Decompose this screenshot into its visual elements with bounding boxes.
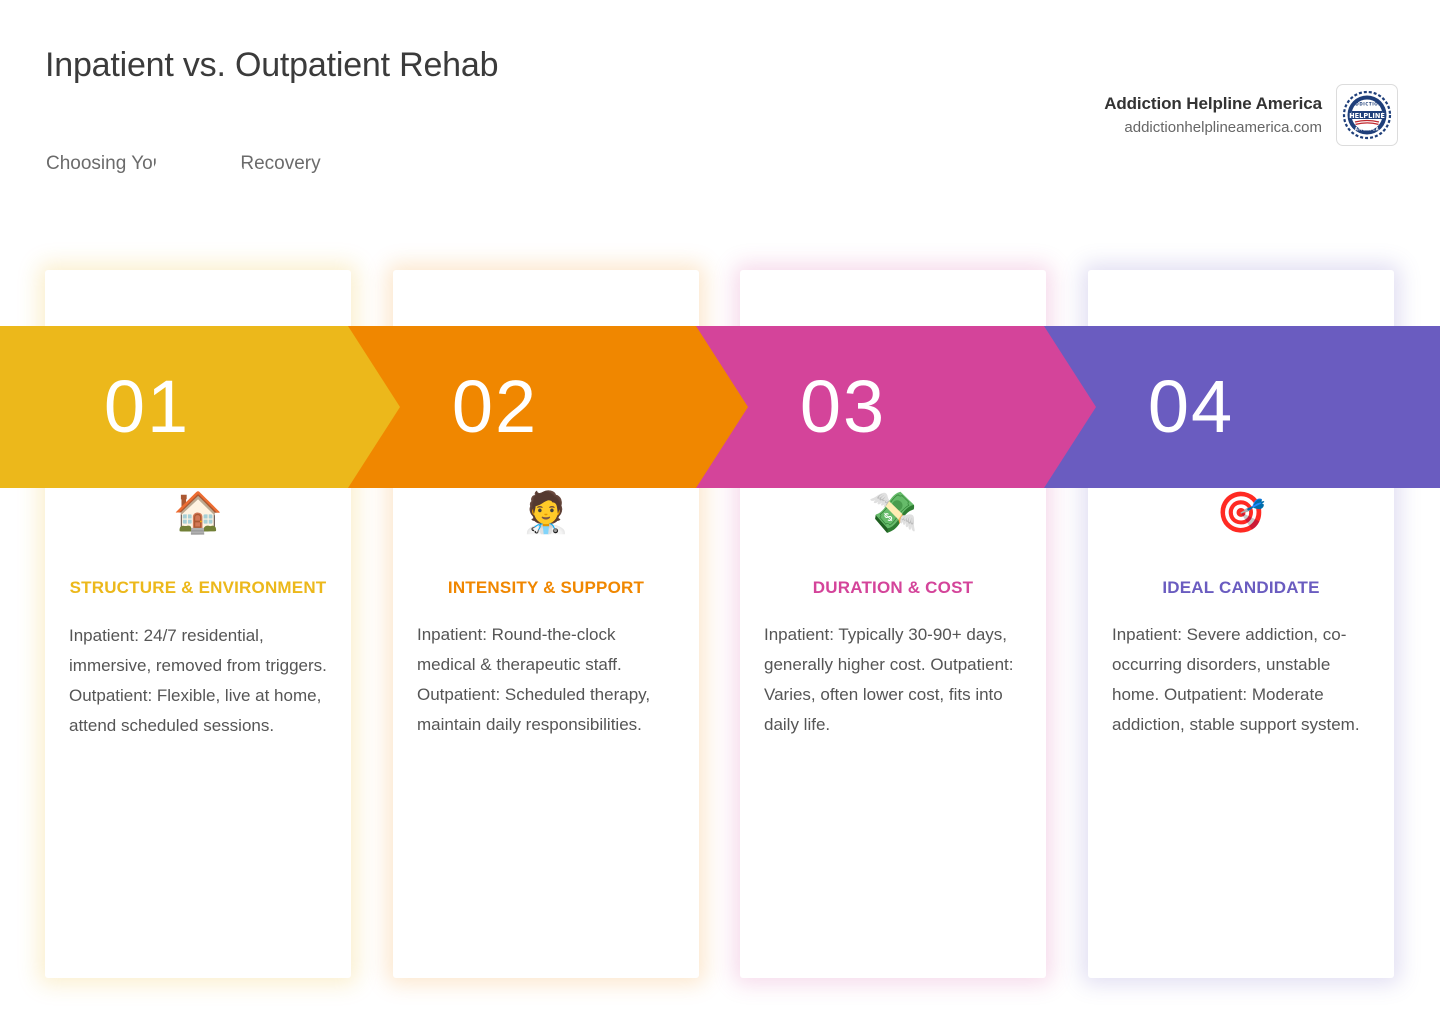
card-description: Inpatient: Typically 30-90+ days, genera… xyxy=(764,625,1014,734)
card-description: Inpatient: Round-the-clock medical & the… xyxy=(417,625,651,734)
card-notch xyxy=(1193,138,1289,234)
svg-text:AMERICA: AMERICA xyxy=(1355,127,1380,132)
svg-text:ADDICTION: ADDICTION xyxy=(1352,102,1383,107)
target-dart-icon: 🎯 xyxy=(1216,490,1266,536)
chevron-band-3: 03 xyxy=(696,326,1096,488)
brand-name: Addiction Helpline America xyxy=(1104,94,1322,113)
step-number: 03 xyxy=(799,365,887,448)
card-notch xyxy=(845,138,941,234)
card-description: Inpatient: 24/7 residential, immersive, … xyxy=(69,626,327,735)
card-notch xyxy=(498,138,594,234)
money-with-wings-icon: 💸 xyxy=(868,490,918,536)
health-worker-icon: 🧑‍⚕️ xyxy=(521,490,571,536)
card-description: Inpatient: Severe addiction, co-occurrin… xyxy=(1112,625,1360,734)
card-content-1: 🏠 STRUCTURE & ENVIRONMENT Inpatient: 24/… xyxy=(45,488,351,741)
svg-text:HELPLINE: HELPLINE xyxy=(1349,112,1385,120)
brand-block: Addiction Helpline America addictionhelp… xyxy=(1104,84,1398,146)
card-content-2: 🧑‍⚕️ INTENSITY & SUPPORT Inpatient: Roun… xyxy=(393,488,699,740)
helpline-seal-icon: HELPLINE ADDICTION AMERICA xyxy=(1336,84,1398,146)
card-content-4: 🎯 IDEAL CANDIDATE Inpatient: Severe addi… xyxy=(1088,488,1394,740)
chevron-band-2: 02 xyxy=(348,326,748,488)
card-title: INTENSITY & SUPPORT xyxy=(447,578,645,597)
chevron-band-1: 01 xyxy=(0,326,400,488)
house-icon: 🏠 xyxy=(173,490,223,536)
card-title: STRUCTURE & ENVIRONMENT xyxy=(69,578,327,597)
chevron-banner: 01 02 03 04 xyxy=(0,326,1440,488)
brand-text: Addiction Helpline America addictionhelp… xyxy=(1104,94,1322,136)
step-number: 01 xyxy=(103,365,191,448)
brand-url: addictionhelplineamerica.com xyxy=(1124,119,1322,136)
step-number: 04 xyxy=(1147,365,1235,448)
chevron-band-4: 04 xyxy=(1044,326,1440,488)
step-number: 02 xyxy=(451,365,539,448)
card-title: DURATION & COST xyxy=(812,578,974,597)
card-title: IDEAL CANDIDATE xyxy=(1162,578,1320,597)
card-content-3: 💸 DURATION & COST Inpatient: Typically 3… xyxy=(740,488,1046,740)
page-title: Inpatient vs. Outpatient Rehab xyxy=(45,46,499,84)
card-notch xyxy=(150,138,246,234)
